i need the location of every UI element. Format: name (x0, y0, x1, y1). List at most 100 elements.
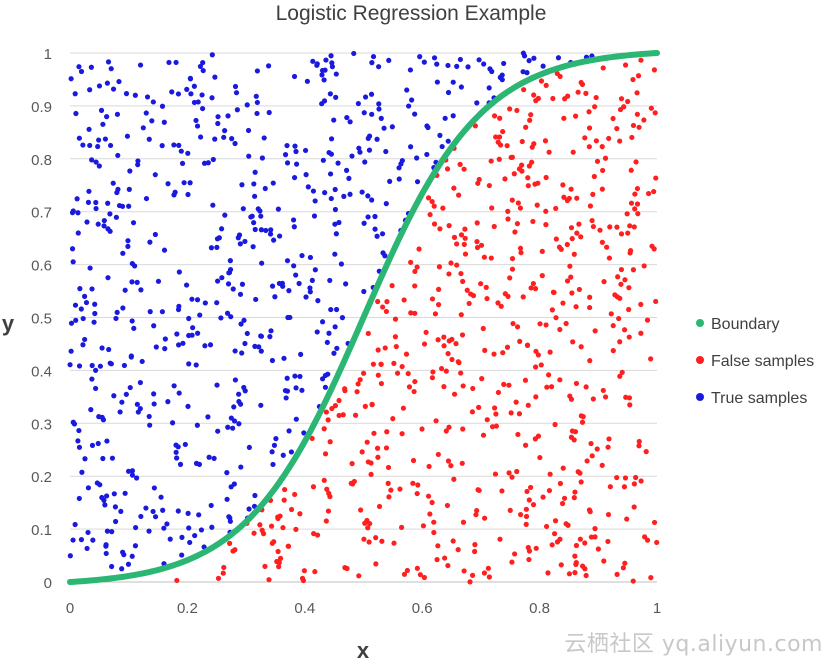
data-point (73, 317, 79, 323)
data-point (80, 142, 86, 148)
data-point (143, 110, 149, 116)
data-point (185, 510, 191, 516)
data-point (545, 570, 551, 576)
data-point (574, 230, 580, 236)
data-point (416, 246, 422, 252)
data-point (225, 113, 231, 119)
data-point (171, 142, 177, 148)
data-point (380, 304, 386, 310)
data-point (312, 569, 318, 575)
data-point (509, 197, 515, 203)
data-point (321, 77, 327, 83)
data-point (410, 457, 417, 464)
data-point (564, 197, 570, 204)
data-point (557, 377, 563, 383)
data-point (90, 537, 96, 543)
data-point (383, 148, 389, 155)
data-point (72, 521, 78, 528)
data-point (127, 384, 133, 391)
data-point (633, 474, 639, 481)
data-point (109, 455, 116, 461)
data-point (445, 351, 451, 357)
data-point (446, 271, 452, 277)
data-point (476, 404, 482, 410)
data-point (509, 154, 515, 160)
data-point (276, 560, 282, 566)
data-point (88, 64, 94, 70)
data-point (462, 251, 469, 257)
data-point (539, 273, 545, 279)
data-point (479, 376, 485, 382)
data-point (310, 58, 316, 64)
data-point (588, 440, 594, 447)
data-point (638, 301, 644, 308)
data-point (568, 274, 574, 280)
data-point (620, 565, 626, 571)
data-point (101, 217, 107, 224)
data-point (552, 421, 558, 428)
data-point (206, 454, 212, 460)
data-point (617, 138, 623, 144)
data-point (535, 95, 541, 102)
data-point (271, 539, 277, 545)
data-point (410, 480, 416, 486)
data-point (327, 439, 333, 445)
data-point (179, 552, 185, 558)
data-point (187, 76, 194, 82)
data-point (532, 436, 538, 442)
data-point (326, 490, 332, 496)
data-point (328, 53, 334, 59)
data-point (118, 508, 124, 515)
data-point (114, 111, 121, 117)
data-point (513, 399, 519, 405)
data-point (553, 315, 559, 321)
data-point (165, 399, 171, 405)
data-point (279, 280, 285, 286)
data-point (79, 469, 85, 475)
data-point (307, 254, 314, 261)
data-point (97, 363, 103, 369)
data-point (97, 482, 103, 488)
data-point (396, 165, 402, 171)
data-point (161, 119, 167, 125)
data-point (86, 126, 92, 132)
data-point (120, 250, 126, 256)
data-point (359, 189, 365, 195)
data-point (481, 570, 488, 576)
data-point (252, 226, 258, 233)
data-point (280, 452, 286, 458)
data-point (183, 282, 190, 288)
data-point (476, 176, 482, 183)
data-point (529, 159, 535, 165)
data-point (376, 101, 382, 107)
data-point (135, 158, 141, 164)
data-point (221, 564, 227, 571)
data-point (525, 175, 531, 181)
data-point (290, 217, 297, 223)
data-point (257, 208, 263, 214)
x-tick-label: 0.6 (412, 600, 433, 617)
data-point (421, 59, 427, 65)
data-point (653, 298, 659, 305)
data-point (307, 289, 313, 295)
data-point (653, 175, 659, 181)
data-point (96, 137, 102, 143)
data-point (75, 210, 81, 216)
data-point (108, 361, 114, 367)
data-point (240, 206, 246, 212)
data-point (365, 525, 371, 531)
data-point (332, 206, 338, 213)
data-point (257, 522, 263, 528)
data-point (232, 377, 238, 383)
data-point (466, 300, 472, 307)
data-point (403, 351, 410, 357)
data-point (124, 133, 131, 139)
data-point (174, 577, 180, 584)
data-point (311, 213, 318, 219)
data-point (448, 463, 454, 469)
data-point (564, 241, 570, 248)
data-point (489, 205, 495, 211)
data-point (369, 402, 375, 408)
data-point (486, 574, 492, 580)
data-point (360, 370, 367, 376)
